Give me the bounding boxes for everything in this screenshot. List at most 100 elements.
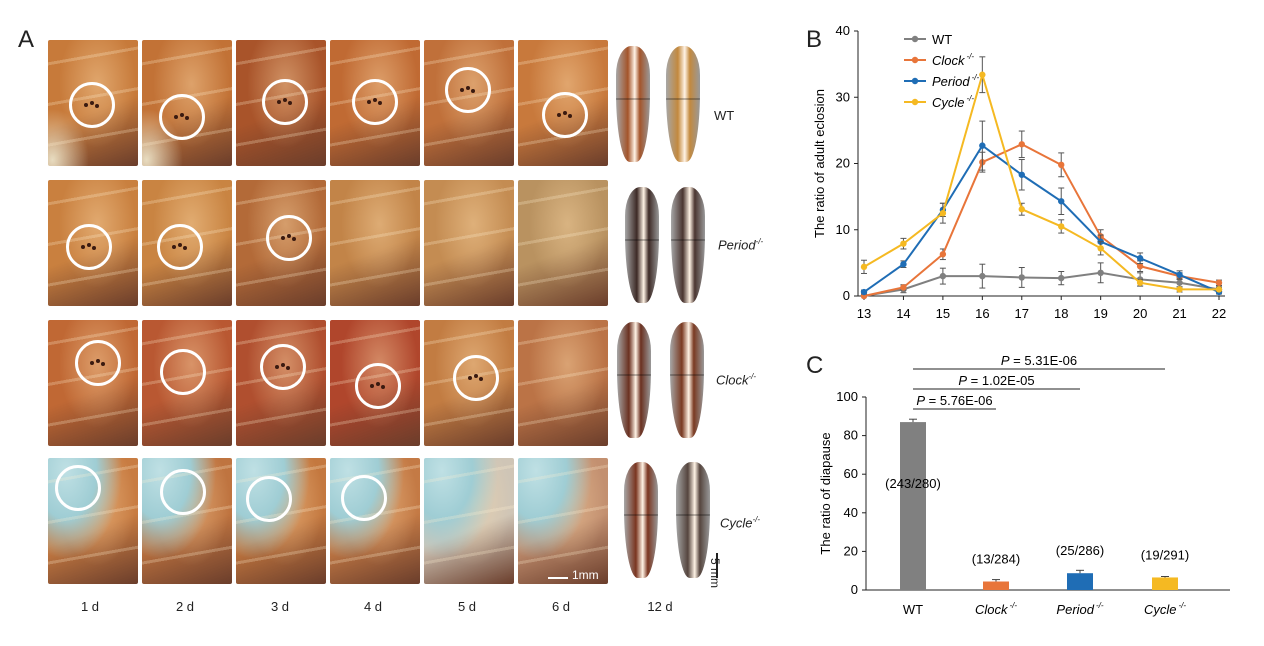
data-point — [939, 251, 947, 258]
eye-spots — [174, 113, 192, 120]
eye-spot-dot — [84, 103, 88, 107]
eye-spot-dot — [286, 366, 290, 370]
x-tick-label: 16 — [975, 306, 989, 321]
bar-count-label: (243/280) — [885, 476, 941, 491]
scale-label-5mm: 5 mm — [708, 558, 722, 588]
row-label-text: Clock — [716, 372, 749, 388]
eye-spot-dot — [557, 113, 561, 117]
x-tick-label: 18 — [1054, 306, 1068, 321]
eye-spot-dot — [563, 111, 567, 115]
pupa-head-photo — [236, 458, 326, 584]
line-chart-eclosion: 0 10 20 30 40 13 14 15 16 17 18 19 20 21 22 The ratio o… — [812, 23, 1226, 321]
eye-spots — [81, 243, 99, 250]
eye-spots — [370, 382, 388, 389]
pupa-image — [616, 46, 650, 162]
pupa-head-photo — [330, 180, 420, 306]
eye-spot-dot — [185, 116, 189, 120]
eye-spot-dot — [376, 382, 380, 386]
legend-sup: -/- — [967, 52, 975, 61]
day-label-3: 3 d — [270, 599, 290, 614]
eye-spot-dot — [92, 246, 96, 250]
data-point — [1136, 262, 1144, 270]
p-value-italic: P — [1001, 353, 1010, 368]
data-point — [979, 142, 986, 149]
data-point — [1018, 274, 1025, 281]
eye-spot-dot — [281, 236, 285, 240]
pupa-image — [676, 462, 710, 578]
photo-sheen — [236, 458, 326, 584]
eye-spot-dot — [287, 234, 291, 238]
eye-spot-dot — [479, 377, 483, 381]
eye-spot-circle — [542, 92, 588, 138]
y-axis-label: The ratio of adult eclosion — [812, 89, 827, 238]
photo-sheen — [424, 458, 514, 584]
series-cycle — [860, 56, 1223, 293]
x-category-sup: -/- — [1009, 601, 1017, 610]
eye-spot-circle — [260, 344, 306, 390]
eye-spot-circle — [157, 224, 203, 270]
eye-spot-dot — [174, 115, 178, 119]
eye-spot-dot — [468, 376, 472, 380]
day-label-6: 6 d — [551, 599, 571, 614]
series-line — [863, 71, 1219, 291]
day-label-12: 12 d — [647, 599, 673, 614]
scale-bar-1mm — [548, 577, 568, 579]
eye-spots — [277, 98, 295, 105]
eye-spot-circle — [55, 465, 101, 511]
pupa-image — [666, 46, 700, 162]
x-tick-label: 13 — [857, 306, 871, 321]
legend-marker — [911, 35, 919, 43]
p-value-italic: P — [958, 373, 967, 388]
data-point — [1136, 279, 1144, 286]
eye-spot-dot — [373, 98, 377, 102]
eye-spot-dot — [568, 114, 572, 118]
eye-spot-circle — [453, 355, 499, 401]
eye-spot-dot — [90, 101, 94, 105]
row-label-text: WT — [714, 108, 735, 123]
y-tick-label: 20 — [844, 543, 858, 558]
panel-c-letter: C — [806, 352, 824, 379]
legend-marker — [911, 77, 919, 85]
photo-sheen — [330, 180, 420, 306]
data-point — [1018, 141, 1025, 148]
legend-marker — [911, 56, 919, 64]
eye-spot-circle — [262, 79, 308, 125]
row-label-period: Period-/- — [718, 237, 763, 252]
eye-spot-circle — [160, 349, 206, 395]
p-value-rest: = 5.31E-06 — [1010, 353, 1078, 368]
eye-spots — [275, 363, 293, 370]
data-point — [860, 288, 868, 296]
eye-spot-dot — [460, 88, 464, 92]
bar-count-label: (13/284) — [972, 552, 1020, 567]
data-point — [1215, 286, 1223, 293]
pupa-head-photo — [518, 320, 608, 446]
row-label-wt: WT — [714, 108, 734, 123]
row-label-sup: -/- — [748, 372, 757, 381]
y-tick-label: 100 — [836, 389, 858, 404]
data-point — [1176, 271, 1183, 278]
y-tick-label: 60 — [844, 466, 858, 481]
data-point — [1018, 206, 1025, 213]
eye-spots — [468, 374, 486, 381]
x-tick-label: 19 — [1093, 306, 1107, 321]
row-label-text: Cycle — [720, 515, 753, 531]
y-tick-label: 10 — [836, 222, 850, 237]
legend-label: Period -/- — [932, 73, 979, 89]
eye-spot-dot — [370, 384, 374, 388]
pupa-head-photo — [518, 458, 608, 584]
data-point — [1058, 198, 1065, 205]
data-point — [1176, 286, 1183, 293]
series-period — [860, 120, 1223, 296]
eye-spot-dot — [95, 104, 99, 108]
data-point — [979, 71, 986, 78]
eye-spot-circle — [341, 475, 387, 521]
x-tick-label: 22 — [1212, 306, 1226, 321]
pupa-head-photo — [424, 180, 514, 306]
x-category-sup: -/- — [1178, 601, 1186, 610]
row-label-text: Period — [718, 237, 756, 253]
eye-spot-dot — [87, 243, 91, 247]
y-tick-label: 20 — [836, 156, 850, 171]
row-label-clock: Clock-/- — [716, 372, 756, 387]
p-value-label: P = 5.76E-06 — [916, 393, 992, 408]
pupa-image — [624, 462, 658, 578]
